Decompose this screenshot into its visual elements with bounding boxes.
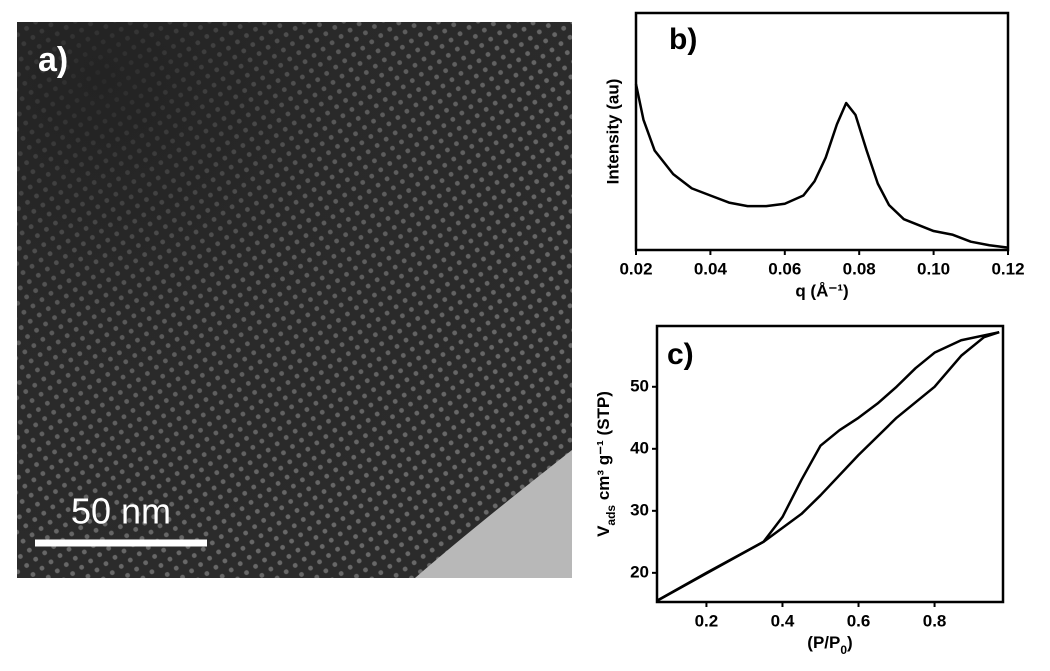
label-part: V: [594, 525, 613, 537]
x-tick-label: 0.12: [991, 259, 1024, 278]
x-tick-label: 0.8: [923, 611, 947, 630]
data-line: [634, 83, 1009, 249]
label-part: ): [847, 633, 853, 652]
x-tick-label: 0.08: [843, 259, 876, 278]
x-tick-label: 0.10: [917, 259, 950, 278]
panel-label: b): [669, 23, 697, 56]
x-tick-label: 0.6: [847, 611, 871, 630]
plot-frame: [655, 324, 1005, 604]
x-axis-label: q (Å⁻¹): [795, 281, 848, 300]
x-axis-label: (P/P0): [807, 633, 852, 657]
panel-label: a): [38, 41, 68, 79]
x-tick-label: 0.02: [619, 259, 652, 278]
scale-bar-label: 50 nm: [71, 491, 171, 532]
y-tick-label: 40: [630, 438, 649, 457]
panel-label: c): [667, 338, 694, 371]
x-tick-label: 0.4: [771, 611, 795, 630]
label-subscript: 0: [840, 643, 847, 657]
x-tick-label: 0.04: [694, 259, 728, 278]
tem-image: a) 50 nm: [17, 22, 572, 578]
y-axis-label: Vads cm³ g⁻¹ (STP): [594, 391, 618, 537]
y-tick-label: 30: [630, 500, 649, 519]
plot-frame: [634, 11, 1010, 252]
y-axis-label: Intensity (au): [603, 79, 622, 185]
y-tick-label: 20: [630, 562, 649, 581]
data-line: [656, 331, 1000, 602]
label-subscript: ads: [604, 505, 618, 526]
y-tick-label: 50: [630, 376, 649, 395]
x-tick-label: 0.06: [768, 259, 801, 278]
label-part: (P/P: [807, 633, 840, 652]
data-line: [656, 330, 1000, 602]
x-tick-label: 0.2: [695, 611, 719, 630]
label-part: cm³ g⁻¹ (STP): [594, 391, 613, 505]
